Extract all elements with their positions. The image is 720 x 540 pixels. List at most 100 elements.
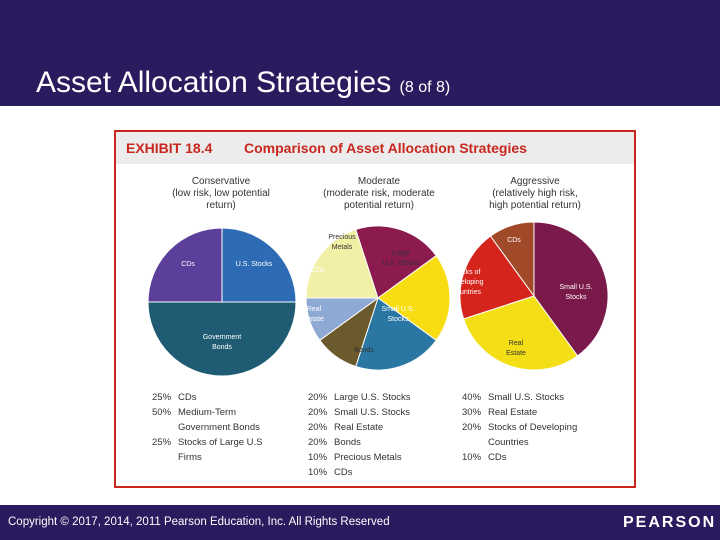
aggressive-legend: 40% Small U.S. Stocks 30% Real Estate 20% Sto…	[462, 390, 577, 465]
aggressive-label-real-estate: Real Estate	[506, 340, 526, 357]
exhibit-figure: EXHIBIT 18.4 Comparison of Asset Allocat…	[114, 130, 636, 488]
moderate-legend: 20% Large U.S. Stocks 20% Small U.S. Stocks…	[308, 390, 411, 480]
moderate-heading-line: Moderate	[357, 176, 401, 187]
legend-percent: 30%	[462, 407, 482, 418]
legend-percent: 20%	[308, 422, 328, 433]
conservative-heading-line: (low risk, low potential	[172, 188, 270, 199]
moderate-label-cds: CDs	[311, 267, 325, 274]
slide-footer: Copyright © 2017, 2014, 2011 Pearson Edu…	[0, 505, 720, 540]
conservative-label-cds: CDs	[181, 261, 195, 268]
legend-percent: 20%	[308, 437, 328, 448]
aggressive-heading-line: Aggressive	[510, 176, 560, 187]
legend-percent: 40%	[462, 392, 482, 403]
slide-title-main: Asset Allocation Strategies	[36, 66, 392, 99]
pie-charts: U.S. Stocks Government Bonds CDs Large U.S. S…	[147, 221, 609, 377]
conservative-legend-row: Firms	[152, 450, 262, 465]
legend-label: Precious Metals	[334, 452, 402, 463]
legend-label: Small U.S. Stocks	[488, 392, 565, 403]
aggressive-slice-stocks-of-developing-countries	[459, 235, 535, 320]
legend-percent: 20%	[462, 422, 482, 433]
exhibit-header: EXHIBIT 18.4 Comparison of Asset Allocat…	[116, 132, 634, 164]
legend-percent	[462, 435, 488, 450]
moderate-heading-line: potential return)	[343, 200, 415, 211]
legend-percent	[152, 420, 178, 435]
conservative-heading-line: Conservative	[191, 176, 251, 187]
aggressive-legend-row: Countries	[462, 435, 577, 450]
legend-label: Small U.S. Stocks	[334, 407, 411, 418]
legend-percent: 50%	[152, 407, 172, 418]
conservative-slice-stocks-of-large-u-s-firms	[221, 227, 297, 303]
aggressive-legend-row: 30% Real Estate	[462, 405, 577, 420]
legend-label: Medium-Term	[178, 407, 237, 418]
legend-label: Countries	[488, 437, 529, 448]
legend-percent: 10%	[462, 452, 482, 463]
legend-percent: 25%	[152, 392, 172, 403]
aggressive-legend-row: 10% CDs	[462, 450, 577, 465]
pearson-logo: PEARSON	[623, 514, 717, 531]
moderate-label-small-u-s-stocks: Small U.S. Stocks	[381, 306, 414, 323]
moderate-heading: Moderate (moderate risk, moderate potentia…	[294, 176, 464, 212]
exhibit-number: EXHIBIT 18.4	[126, 140, 213, 156]
conservative-heading: Conservative (low risk, low potential retu…	[136, 176, 306, 212]
moderate-label-real-estate: Real Estate	[304, 306, 324, 323]
aggressive-label-small-u-s-stocks: Small U.S. Stocks	[559, 284, 592, 301]
moderate-label-large-u-s-stocks: Large U.S. Stocks	[383, 250, 420, 267]
aggressive-legend-row: 20% Stocks of Developing	[462, 420, 577, 435]
aggressive-label-cds: CDs	[507, 237, 521, 244]
legend-label: CDs	[488, 452, 507, 463]
aggressive-slice-real-estate	[462, 295, 579, 371]
aggressive-heading: Aggressive (relatively high risk, high pot…	[450, 176, 620, 212]
legend-percent: 10%	[308, 467, 328, 478]
moderate-legend-row: 10% CDs	[308, 465, 411, 480]
moderate-slice-real-estate	[355, 297, 437, 371]
aggressive-heading-line: high potential return)	[489, 200, 581, 211]
conservative-label-government-bonds: Government Bonds	[203, 334, 242, 351]
moderate-legend-row: 10% Precious Metals	[308, 450, 411, 465]
legend-label: Real Estate	[334, 422, 384, 433]
legend-label: Firms	[178, 452, 202, 463]
conservative-slice-cds	[147, 227, 223, 303]
legend-label: Government Bonds	[178, 422, 260, 433]
conservative-label-u-s-stocks: U.S. Stocks	[236, 261, 273, 268]
conservative-legend-row: 25% Stocks of Large U.S	[152, 435, 262, 450]
copyright-text: Copyright © 2017, 2014, 2011 Pearson Edu…	[8, 516, 390, 528]
conservative-legend: 25% CDs 50% Medium-Term Government Bonds 25% S…	[152, 390, 262, 465]
conservative-legend-row: 25% CDs	[152, 390, 262, 405]
moderate-slice-large-u-s-stocks	[305, 228, 379, 299]
legend-percent: 20%	[308, 407, 328, 418]
legend-percent	[152, 450, 178, 465]
moderate-legend-row: 20% Large U.S. Stocks	[308, 390, 411, 405]
slide-header	[0, 0, 720, 106]
conservative-legend-row: Government Bonds	[152, 420, 262, 435]
moderate-slice-precious-metals	[305, 297, 380, 342]
conservative-slice-medium-term-government-bonds	[147, 301, 297, 377]
legend-label: CDs	[178, 392, 197, 403]
moderate-slice-small-u-s-stocks	[355, 225, 437, 299]
conservative-heading-line: return)	[206, 200, 236, 211]
moderate-legend-row: 20% Small U.S. Stocks	[308, 405, 411, 420]
slide-title: Asset Allocation Strategies (8 of 8)	[36, 66, 450, 100]
moderate-heading-line: (moderate risk, moderate	[323, 188, 435, 199]
moderate-label-precious-metals: Precious Metals	[328, 234, 356, 251]
legend-label: CDs	[334, 467, 353, 478]
aggressive-label-stocks-of-developing-countries: Stocks of Developing Countries	[448, 269, 483, 296]
moderate-slice-bonds	[377, 254, 451, 342]
aggressive-slice-small-u-s-stocks	[533, 221, 609, 357]
aggressive-legend-row: 40% Small U.S. Stocks	[462, 390, 577, 405]
aggressive-slice-cds	[489, 221, 535, 298]
legend-label: Stocks of Large U.S	[178, 437, 263, 448]
moderate-label-bonds: Bonds	[354, 347, 374, 354]
legend-label: Real Estate	[488, 407, 538, 418]
legend-percent: 20%	[308, 392, 328, 403]
legend-percent: 25%	[152, 437, 172, 448]
moderate-legend-row: 20% Real Estate	[308, 420, 411, 435]
aggressive-heading-line: (relatively high risk,	[492, 188, 578, 199]
legend-label: Stocks of Developing	[488, 422, 578, 433]
conservative-legend-row: 50% Medium-Term	[152, 405, 262, 420]
legend-percent: 10%	[308, 452, 328, 463]
exhibit-title: Comparison of Asset Allocation Strategie…	[244, 140, 527, 156]
legend-label: Bonds	[334, 437, 361, 448]
moderate-legend-row: 20% Bonds	[308, 435, 411, 450]
legend-label: Large U.S. Stocks	[334, 392, 411, 403]
slide-title-counter: (8 of 8)	[399, 79, 451, 96]
